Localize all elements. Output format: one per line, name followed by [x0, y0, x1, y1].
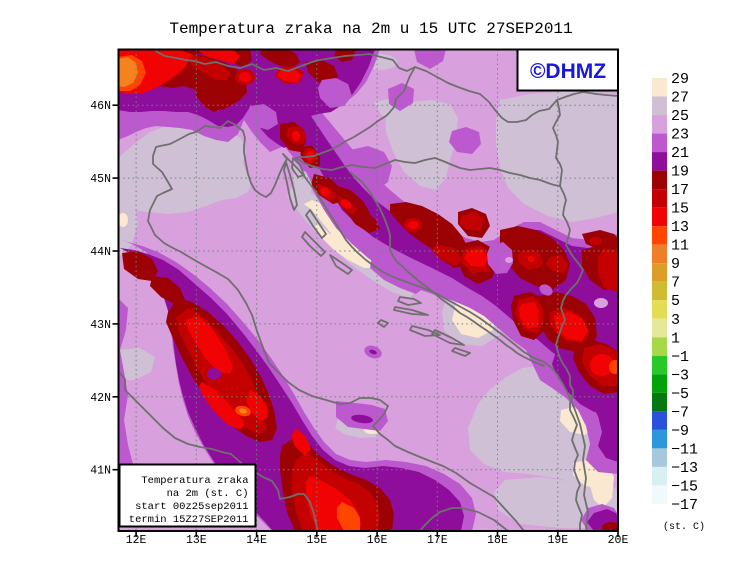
svg-text:(st. C): (st. C) — [663, 521, 705, 533]
svg-text:−7: −7 — [671, 404, 689, 421]
svg-text:42N: 42N — [90, 392, 111, 405]
svg-text:13E: 13E — [186, 534, 207, 547]
svg-text:43N: 43N — [90, 319, 111, 332]
svg-text:−15: −15 — [671, 478, 698, 495]
svg-text:23: 23 — [671, 127, 689, 144]
svg-text:20E: 20E — [608, 534, 629, 547]
svg-text:−17: −17 — [671, 497, 698, 514]
svg-text:7: 7 — [671, 275, 680, 292]
svg-text:21: 21 — [671, 145, 689, 162]
svg-text:12E: 12E — [126, 534, 147, 547]
svg-text:start 00z25sep2011: start 00z25sep2011 — [135, 501, 248, 513]
svg-text:Temperatura zraka: Temperatura zraka — [141, 475, 248, 487]
svg-text:3: 3 — [671, 312, 680, 329]
svg-text:−13: −13 — [671, 460, 698, 477]
svg-text:29: 29 — [671, 71, 689, 88]
svg-text:19E: 19E — [547, 534, 568, 547]
svg-text:17: 17 — [671, 182, 689, 199]
svg-text:46N: 46N — [90, 100, 111, 113]
svg-text:41N: 41N — [90, 465, 111, 478]
svg-text:−3: −3 — [671, 367, 689, 384]
svg-text:−11: −11 — [671, 441, 698, 458]
svg-text:15: 15 — [671, 201, 689, 218]
svg-text:1: 1 — [671, 330, 680, 347]
svg-text:termin 15Z27SEP2011: termin 15Z27SEP2011 — [129, 514, 249, 526]
svg-text:5: 5 — [671, 293, 680, 310]
svg-text:11: 11 — [671, 238, 689, 255]
svg-text:−9: −9 — [671, 423, 689, 440]
svg-text:25: 25 — [671, 108, 689, 125]
svg-text:45N: 45N — [90, 173, 111, 186]
svg-text:18E: 18E — [487, 534, 508, 547]
svg-text:Temperatura zraka na 2m u 15 U: Temperatura zraka na 2m u 15 UTC 27SEP20… — [169, 20, 572, 38]
svg-text:14E: 14E — [246, 534, 267, 547]
svg-text:9: 9 — [671, 256, 680, 273]
svg-text:17E: 17E — [427, 534, 448, 547]
svg-text:©DHMZ: ©DHMZ — [530, 60, 606, 83]
svg-text:13: 13 — [671, 219, 689, 236]
svg-text:44N: 44N — [90, 246, 111, 259]
svg-text:−1: −1 — [671, 349, 689, 366]
svg-text:27: 27 — [671, 90, 689, 107]
svg-text:16E: 16E — [367, 534, 388, 547]
svg-text:19: 19 — [671, 164, 689, 181]
svg-text:−5: −5 — [671, 386, 689, 403]
svg-text:15E: 15E — [306, 534, 327, 547]
svg-text:na 2m (st. C): na 2m (st. C) — [167, 488, 249, 500]
